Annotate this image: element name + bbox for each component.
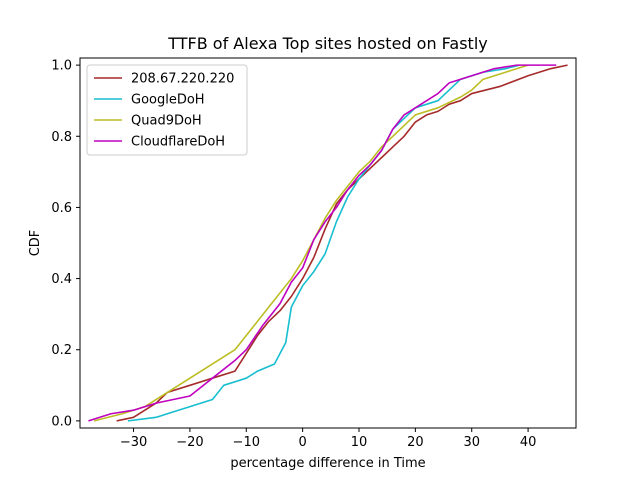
legend-label-1: GoogleDoH	[131, 93, 205, 108]
x-tick-label: 20	[407, 435, 424, 450]
series-line-2	[93, 64, 529, 422]
y-tick-label: 0.8	[51, 130, 72, 145]
y-tick-label: 0.0	[51, 414, 72, 429]
y-axis: 0.0 0.2 0.4 0.6 0.8 1.0	[51, 59, 80, 429]
legend-box	[86, 64, 248, 156]
series-line-3	[88, 64, 557, 422]
y-tick-label: 0.6	[51, 201, 72, 216]
legend-label-2: Quad9DoH	[131, 114, 202, 129]
x-tick-label: −30	[120, 435, 147, 450]
y-tick-label: 0.2	[51, 343, 72, 358]
legend: 208.67.220.220 GoogleDoH Quad9DoH Cloudflar…	[86, 64, 248, 156]
chart-title: TTFB of Alexa Top sites hosted on Fastly	[167, 34, 487, 53]
x-tick-label: 40	[520, 435, 537, 450]
legend-label-0: 208.67.220.220	[131, 72, 234, 87]
series-line-1	[127, 64, 520, 422]
y-axis-label: CDF	[28, 230, 43, 257]
x-tick-label: −10	[233, 435, 260, 450]
x-tick-label: 10	[351, 435, 368, 450]
x-tick-label: 30	[463, 435, 480, 450]
legend-label-3: CloudflareDoH	[131, 135, 225, 150]
x-tick-label: 0	[298, 435, 306, 450]
x-axis: −30 −20 −10 0 10 20 30 40	[120, 428, 537, 450]
plot-area	[79, 57, 577, 429]
plot-frame	[79, 57, 577, 429]
y-tick-label: 1.0	[51, 59, 72, 74]
series-line-0	[116, 64, 568, 422]
x-axis-label: percentage difference in Time	[230, 456, 425, 471]
x-tick-label: −20	[176, 435, 203, 450]
y-tick-label: 0.4	[51, 272, 72, 287]
